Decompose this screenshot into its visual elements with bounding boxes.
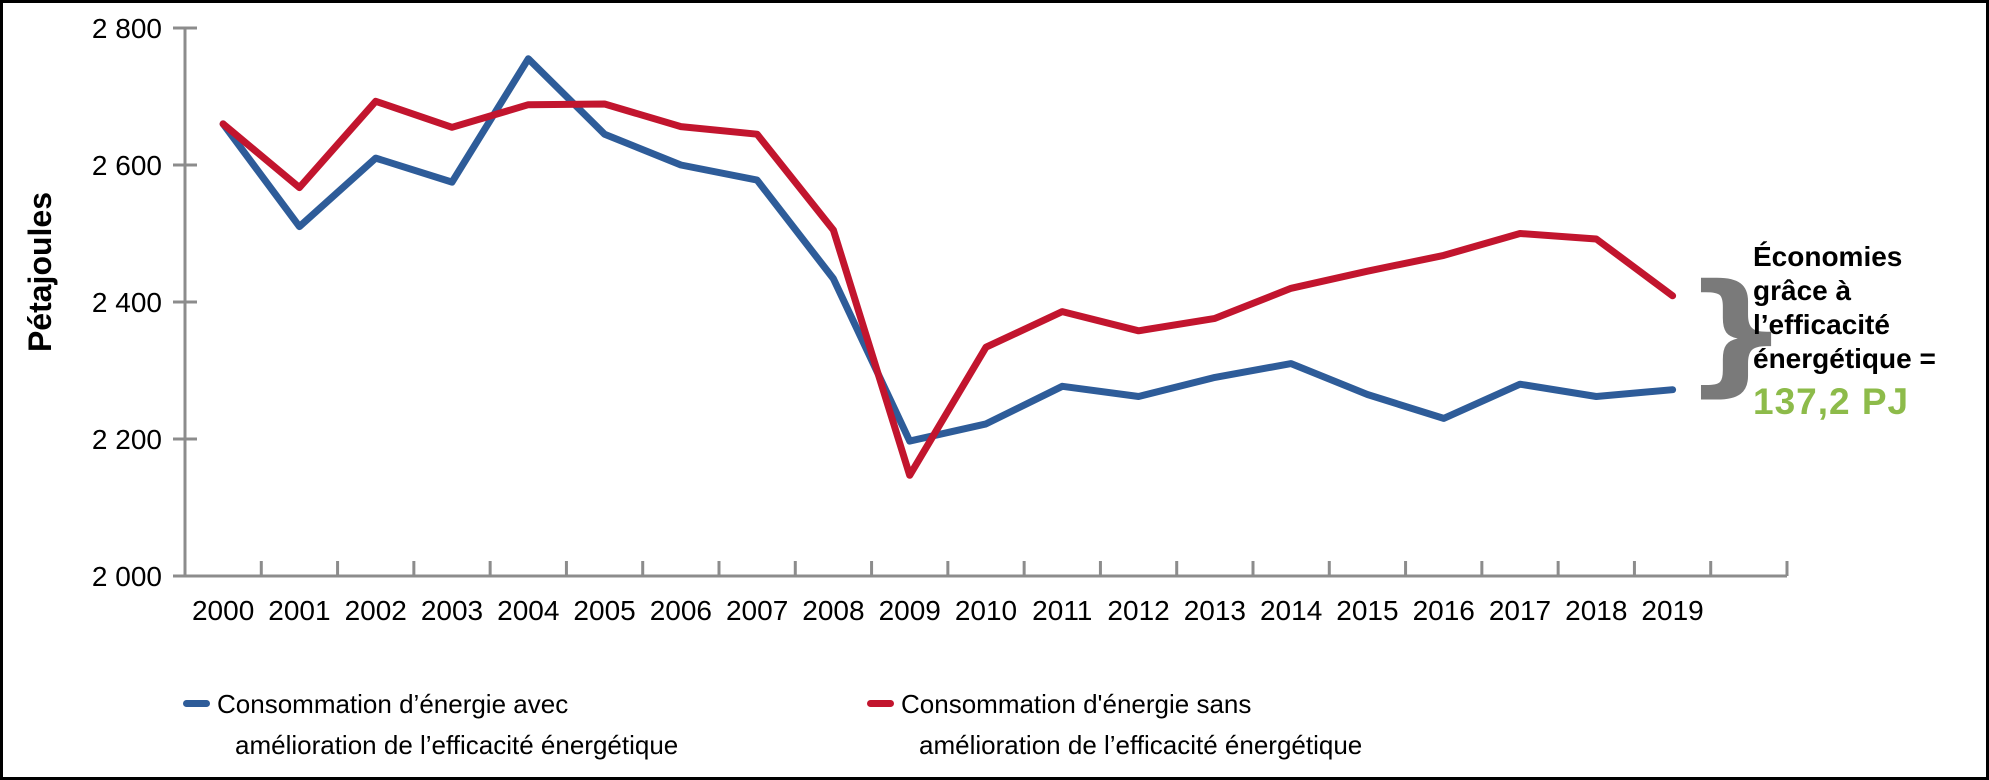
legend: Consommation d’énergie avec amélioration… (0, 684, 1989, 774)
y-tick-label: 2 400 (92, 287, 162, 318)
x-tick-label: 2012 (1107, 595, 1169, 626)
x-tick-label: 2016 (1413, 595, 1475, 626)
legend-marker-blue-line (183, 700, 210, 707)
x-tick-label: 2011 (1032, 595, 1092, 626)
y-tick-label: 2 000 (92, 561, 162, 592)
legend-label: Consommation d'énergie sans amélioration… (901, 684, 1362, 766)
legend-label-line1: Consommation d’énergie avec (217, 689, 569, 719)
x-tick-label: 2009 (879, 595, 941, 626)
annotation-line: énergétique = (1753, 343, 1936, 374)
x-tick-label: 2004 (497, 595, 559, 626)
x-tick-label: 2017 (1489, 595, 1551, 626)
x-tick-label: 2010 (955, 595, 1017, 626)
annotation-line: l’efficacité (1753, 309, 1890, 340)
legend-label-line2: amélioration de l’efficacité énergétique (235, 730, 679, 760)
legend-label-line1: Consommation d'énergie sans (901, 689, 1252, 719)
x-tick-label: 2015 (1336, 595, 1398, 626)
annotation-line: grâce à (1753, 275, 1852, 306)
curly-brace: } (1682, 256, 1791, 410)
legend-label-line2: amélioration de l’efficacité énergétique (919, 730, 1363, 760)
y-tick-label: 2 200 (92, 424, 162, 455)
x-tick-label: 2018 (1565, 595, 1627, 626)
y-tick-label: 2 800 (92, 13, 162, 44)
legend-label: Consommation d’énergie avec amélioration… (217, 684, 678, 766)
x-tick-label: 2003 (421, 595, 483, 626)
savings-annotation: Économies grâce à l’efficacité énergétiq… (1753, 240, 1989, 425)
x-tick-label: 2006 (650, 595, 712, 626)
legend-item-without-efficiency: Consommation d'énergie sans amélioration… (867, 684, 1362, 766)
legend-marker-red-line (867, 700, 894, 707)
x-tick-label: 2019 (1641, 595, 1703, 626)
x-tick-label: 2013 (1184, 595, 1246, 626)
x-tick-label: 2005 (573, 595, 635, 626)
x-tick-label: 2000 (192, 595, 254, 626)
annotation-line: Économies (1753, 241, 1903, 272)
legend-item-with-efficiency: Consommation d’énergie avec amélioration… (183, 684, 678, 766)
x-tick-label: 2001 (268, 595, 330, 626)
x-tick-label: 2002 (345, 595, 407, 626)
x-tick-label: 2007 (726, 595, 788, 626)
y-tick-label: 2 600 (92, 150, 162, 181)
x-tick-label: 2014 (1260, 595, 1322, 626)
series-line-1 (219, 97, 1677, 479)
x-tick-label: 2008 (802, 595, 864, 626)
savings-value: 137,2 PJ (1753, 381, 1910, 422)
series-line-0 (219, 55, 1677, 445)
